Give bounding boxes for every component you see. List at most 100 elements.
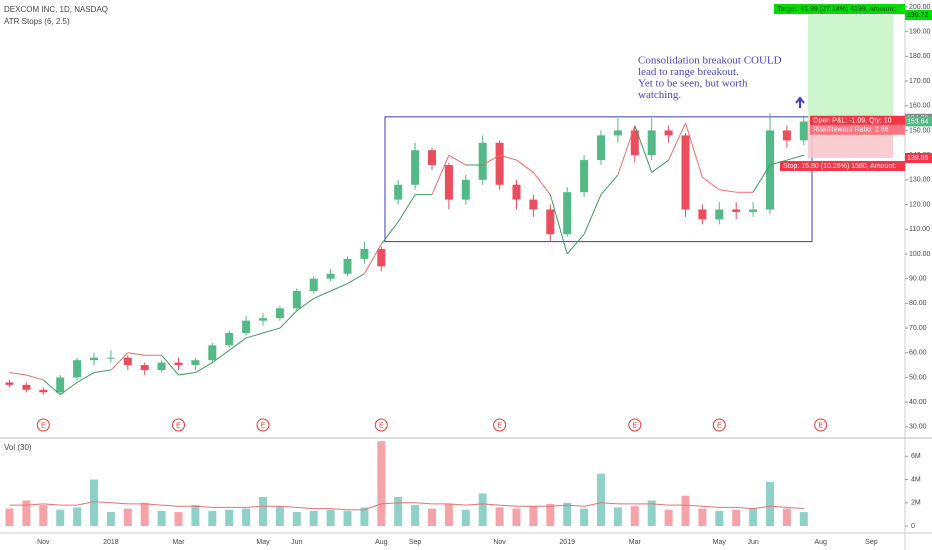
rr-label-bg [810,124,905,135]
atr-stop [685,122,703,178]
candle-body [22,384,31,390]
earnings-label: E [379,422,384,429]
last-price-bg [905,116,932,127]
earnings-label: E [497,422,502,429]
volume-bar [377,441,386,526]
x-tick-label: 2018 [103,539,119,546]
atr-stop [634,125,653,173]
atr-stop [786,154,804,161]
volume-bar [613,507,622,526]
volume-bar [799,512,808,526]
annotation-text: Yet to be seen, but worth [638,78,748,90]
candle-body [647,130,656,156]
volume-bar [664,509,673,526]
atr-stop [583,194,602,235]
volume-bar [461,509,470,526]
candle-body [90,357,98,361]
atr-stop [296,298,314,312]
candle-body [478,142,487,180]
candle-body [732,209,741,212]
y-tick-label: 60.00 [909,350,927,357]
atr-stop [178,372,196,376]
candle-body [343,258,352,274]
candle-body [394,184,403,200]
candle-body [242,320,251,333]
volume-tick-label: 4M [911,476,921,483]
y-tick-label: 50.00 [909,374,927,381]
y-tick-label: 110.00 [909,226,930,233]
candle-body [56,377,65,393]
volume-bar [242,508,251,526]
candle-body [664,130,673,136]
stop-price: 138.85 [907,155,929,162]
volume-tick-label: 2M [911,500,921,507]
atr-stop [26,374,44,381]
volume-bar [225,509,234,526]
atr-stop [9,372,27,376]
volume-bar [698,508,707,526]
volume-tick-label: 0 [911,523,915,530]
candle-body [766,130,774,210]
atr-stop [702,176,720,191]
candle-body [512,184,521,200]
y-tick-label: 100.00 [909,251,931,258]
x-tick-label: Jun [291,539,302,546]
x-tick-label: Mar [172,539,185,546]
volume-bar [529,506,538,526]
volume-bar [580,508,589,526]
x-tick-label: Aug [375,539,388,546]
volume-bar [90,479,98,526]
volume-bar [630,506,639,526]
volume-bar [478,493,487,526]
candle-body [39,389,48,393]
target-zone [808,15,893,119]
volume-bar [56,509,65,526]
annotation-text: lead to range breakout. [638,66,739,78]
atr-stop [397,194,416,223]
volume-bar [174,512,183,526]
atr-stop [600,174,619,195]
pnl-label-bg [810,115,905,126]
volume-bar [140,502,149,526]
x-tick-label: Sep [865,539,878,546]
candle-body [140,365,149,371]
x-tick-label: May [256,539,270,546]
earnings-marker [814,418,828,432]
symbol-title: DEXCOM INC, 1D, NASDAQ [4,5,108,14]
atr-stop [262,327,281,334]
volume-bar [208,510,217,526]
stop-label: Stop: 15.80 (10.26%) 1580, Amount: [783,163,896,170]
volume-ma [9,501,804,511]
atr-stop [279,310,298,329]
stop-price-bg [905,152,932,163]
volume-bar [5,508,14,526]
candle-body [309,278,318,292]
candle-body [174,362,183,366]
atr-stop [42,379,61,396]
volume-bar [782,508,791,526]
pnl-label: Open P&L: -1.09, Qty: 10 [813,118,892,125]
earnings-marker [172,418,185,432]
atr-stop [668,122,686,161]
y-tick-label: 180.00 [909,53,931,60]
candle-body [157,362,166,371]
atr-stop [380,221,399,245]
last-price: 153.64 [907,118,929,125]
arrow [795,96,805,108]
candle-body [191,360,200,366]
candle-body [444,165,453,200]
atr-stop [347,273,365,285]
annotation-text: watching. [638,89,681,101]
atr-stop [127,352,145,356]
candle-body [799,121,808,141]
atr-stop [431,154,450,195]
candle-body [208,345,217,361]
atr-stop [330,283,348,292]
candle-body [461,179,470,200]
indicator-title: ATR Stops (6, 2.5) [4,17,70,26]
volume-bar [309,510,318,526]
earnings-label: E [261,422,266,429]
candle-body [123,357,132,366]
x-tick-label: Aug [814,539,827,546]
x-tick-label: Mar [629,539,642,546]
